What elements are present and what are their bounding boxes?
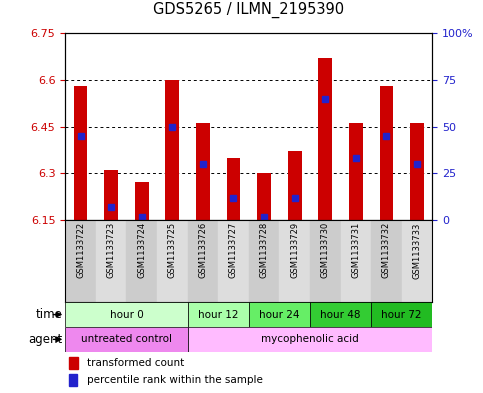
Bar bbox=[310, 302, 371, 327]
Bar bbox=[349, 123, 363, 220]
Text: hour 12: hour 12 bbox=[198, 310, 239, 320]
Bar bbox=[279, 220, 310, 302]
Bar bbox=[402, 220, 432, 302]
Text: hour 72: hour 72 bbox=[382, 310, 422, 320]
Bar bbox=[310, 220, 341, 302]
Bar bbox=[157, 220, 187, 302]
Bar bbox=[65, 327, 187, 352]
Text: GSM1133729: GSM1133729 bbox=[290, 222, 299, 278]
Bar bbox=[196, 123, 210, 220]
Bar bbox=[380, 86, 393, 220]
Bar bbox=[69, 374, 77, 386]
Text: GSM1133728: GSM1133728 bbox=[259, 222, 269, 278]
Bar bbox=[69, 357, 78, 369]
Text: GSM1133732: GSM1133732 bbox=[382, 222, 391, 278]
Bar bbox=[341, 220, 371, 302]
Text: untreated control: untreated control bbox=[81, 334, 172, 344]
Bar bbox=[218, 220, 249, 302]
Text: mycophenolic acid: mycophenolic acid bbox=[261, 334, 359, 344]
Text: GSM1133723: GSM1133723 bbox=[107, 222, 115, 278]
Text: GSM1133731: GSM1133731 bbox=[351, 222, 360, 278]
Bar bbox=[371, 220, 402, 302]
Bar bbox=[249, 220, 279, 302]
Text: hour 0: hour 0 bbox=[110, 310, 143, 320]
Text: GSM1133722: GSM1133722 bbox=[76, 222, 85, 278]
Bar bbox=[257, 173, 271, 220]
Bar bbox=[227, 158, 241, 220]
Bar bbox=[187, 220, 218, 302]
Text: hour 24: hour 24 bbox=[259, 310, 299, 320]
Bar bbox=[73, 86, 87, 220]
Text: GSM1133727: GSM1133727 bbox=[229, 222, 238, 278]
Bar bbox=[135, 182, 149, 220]
Bar bbox=[165, 80, 179, 220]
Bar bbox=[249, 302, 310, 327]
Bar bbox=[65, 302, 187, 327]
Text: GDS5265 / ILMN_2195390: GDS5265 / ILMN_2195390 bbox=[153, 2, 344, 18]
Text: GSM1133724: GSM1133724 bbox=[137, 222, 146, 278]
Text: GSM1133733: GSM1133733 bbox=[412, 222, 422, 279]
Text: GSM1133730: GSM1133730 bbox=[321, 222, 330, 278]
Text: GSM1133725: GSM1133725 bbox=[168, 222, 177, 278]
Text: time: time bbox=[36, 308, 63, 321]
Text: hour 48: hour 48 bbox=[320, 310, 361, 320]
Bar bbox=[187, 327, 432, 352]
Text: transformed count: transformed count bbox=[87, 358, 185, 368]
Bar bbox=[96, 220, 127, 302]
Text: GSM1133726: GSM1133726 bbox=[199, 222, 207, 278]
Bar bbox=[371, 302, 432, 327]
Bar bbox=[127, 220, 157, 302]
Bar bbox=[187, 302, 249, 327]
Bar bbox=[104, 170, 118, 220]
Bar bbox=[410, 123, 424, 220]
Text: percentile rank within the sample: percentile rank within the sample bbox=[87, 375, 263, 385]
Bar bbox=[318, 58, 332, 220]
Text: agent: agent bbox=[28, 333, 63, 346]
Bar bbox=[65, 220, 96, 302]
Bar bbox=[288, 151, 301, 220]
